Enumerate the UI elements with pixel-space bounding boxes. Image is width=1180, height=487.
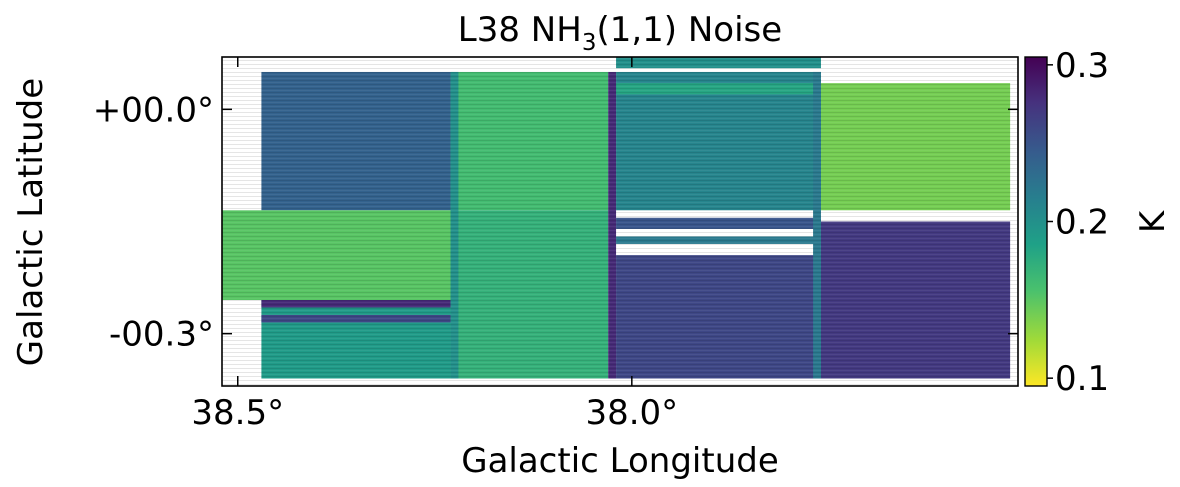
x-tick-label: 38.5° — [191, 393, 284, 433]
scanline-texture — [222, 57, 1018, 386]
y-axis: +00.0° -00.3° — [93, 90, 1018, 355]
title-subscript: 3 — [582, 30, 597, 56]
colorbar-ticks: 0.3 0.2 0.1 — [1047, 46, 1109, 399]
colorbar-gradient — [1024, 56, 1048, 387]
title-tail: (1,1) Noise — [596, 10, 782, 50]
x-tick-label: 38.0° — [585, 393, 678, 433]
colorbar-tick-label: 0.1 — [1055, 359, 1109, 399]
colorbar-tick-label: 0.3 — [1055, 46, 1109, 86]
colorbar-label: K — [1133, 209, 1173, 233]
heatmap-plot-area — [222, 57, 1018, 386]
colorbar-tick-label: 0.2 — [1055, 203, 1109, 243]
chart-title: L38 NH3(1,1) Noise — [458, 10, 782, 56]
x-axis-label: Galactic Longitude — [461, 441, 779, 481]
x-axis: 38.5° 38.0° — [191, 57, 678, 433]
y-tick-label: +00.0° — [93, 90, 214, 130]
y-tick-label: -00.3° — [109, 315, 214, 355]
title-main: L38 NH — [458, 10, 582, 50]
plot-frame — [221, 56, 1019, 387]
y-axis-label: Galactic Latitude — [11, 78, 51, 366]
